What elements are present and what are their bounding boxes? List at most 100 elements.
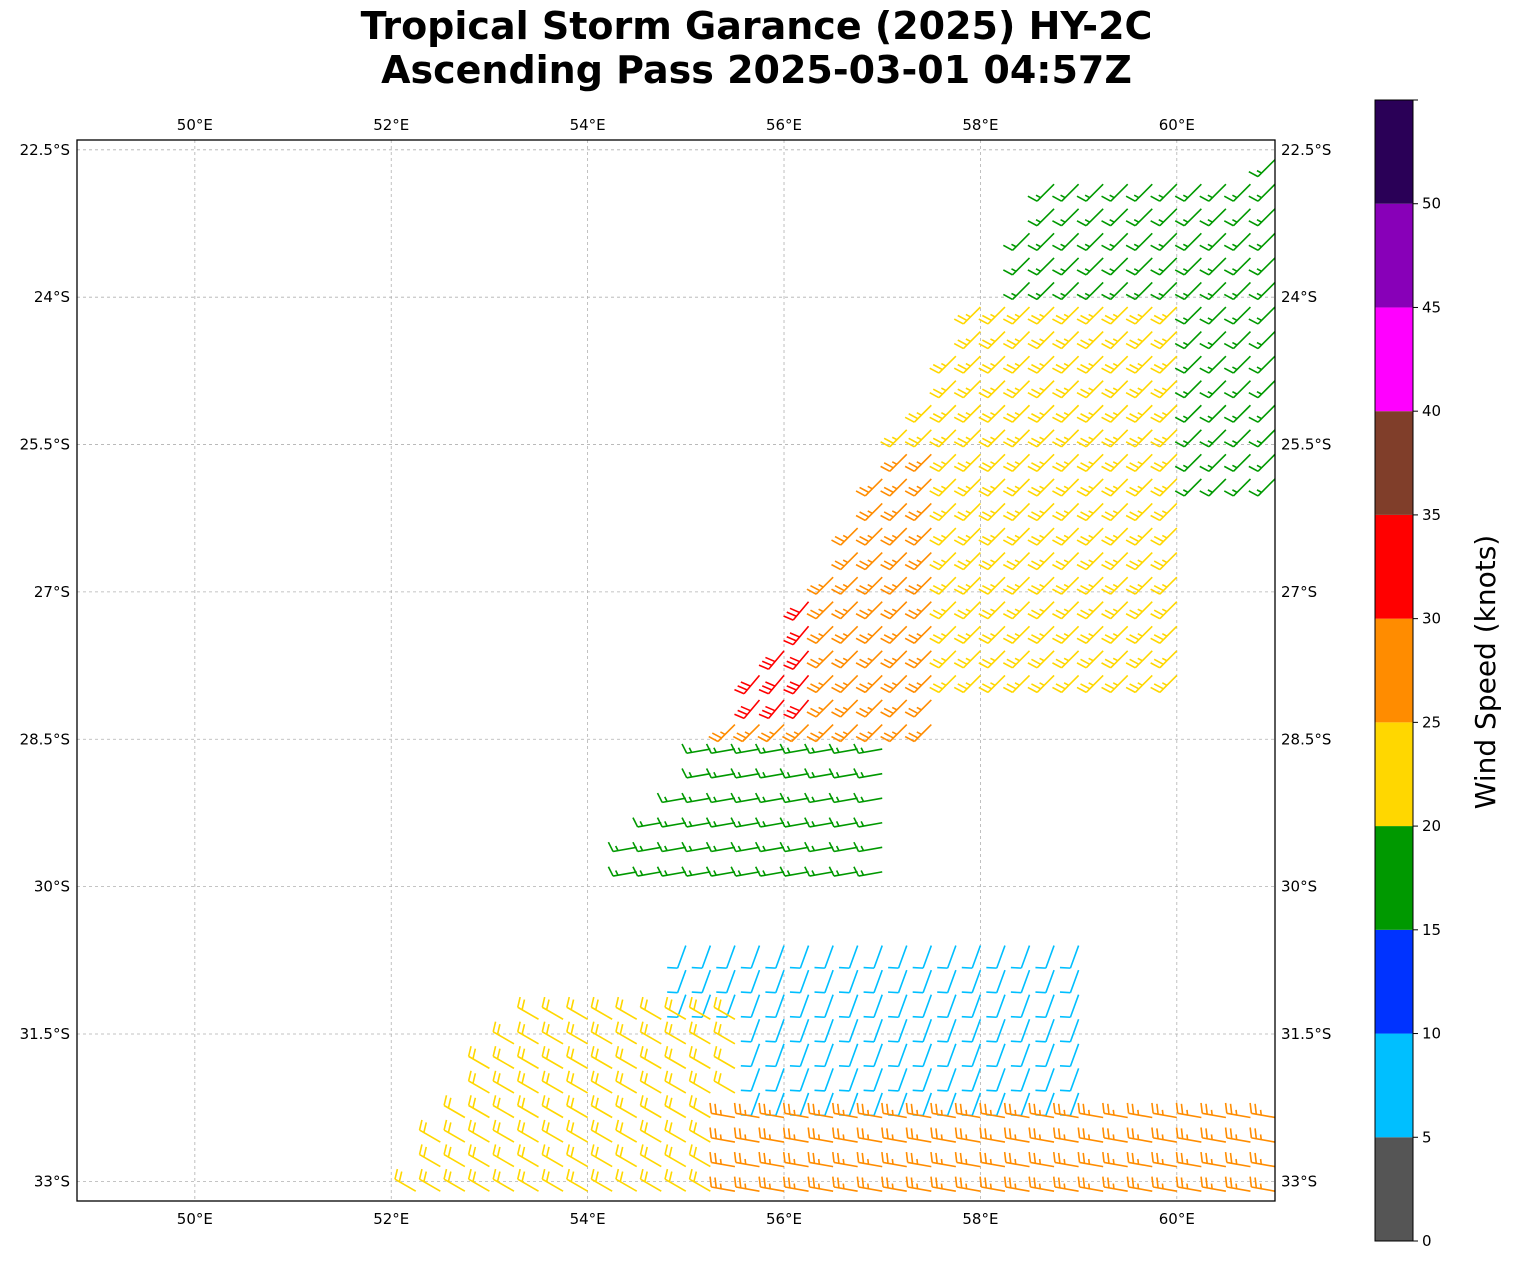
wind-barb (1010, 1018, 1031, 1043)
wind-barb (828, 768, 858, 779)
colorbar-bin (1375, 411, 1413, 515)
wind-barb (953, 625, 981, 644)
colorbar-tick-label: 45 (1422, 298, 1441, 316)
wind-barb (1249, 1127, 1275, 1143)
wind-barb (986, 1068, 1006, 1092)
wind-barb (1150, 306, 1178, 325)
wind-barb (961, 1068, 982, 1092)
wind-barb (912, 945, 933, 969)
wind-barb (806, 576, 834, 595)
wind-barb (566, 1144, 589, 1168)
wind-barb (1248, 331, 1275, 350)
wind-barb (1126, 1127, 1153, 1143)
wind-barb (855, 699, 883, 718)
wind-barb (1150, 208, 1178, 227)
wind-barb (1010, 1043, 1031, 1068)
wind-barb (961, 945, 982, 969)
wind-barb (1101, 208, 1129, 227)
wind-barb (1076, 331, 1104, 350)
wind-barb (758, 1127, 785, 1143)
wind-barb (566, 1119, 589, 1143)
wind-barb (516, 1095, 539, 1119)
wind-barb (1125, 380, 1153, 399)
wind-barb (929, 674, 957, 694)
wind-barb (1076, 502, 1104, 522)
wind-barb (1059, 1018, 1080, 1043)
wind-barb (492, 1119, 515, 1143)
wind-barb (1028, 1127, 1055, 1143)
wind-barb (664, 1168, 687, 1192)
wind-barb (1101, 674, 1129, 694)
wind-barb (740, 945, 761, 969)
lat-tick-label-left: 30°S (34, 878, 70, 896)
wind-barb (881, 1127, 907, 1143)
wind-barb (1076, 355, 1104, 374)
wind-barb (1125, 601, 1153, 620)
wind-barb (855, 576, 883, 595)
wind-barb (831, 723, 859, 743)
wind-barb (1101, 502, 1129, 522)
wind-barb (1101, 552, 1129, 571)
wind-barb (953, 478, 981, 497)
wind-barb (1248, 404, 1275, 423)
wind-barb (904, 404, 932, 423)
wind-barb (443, 1144, 466, 1168)
wind-barb (937, 945, 957, 969)
wind-barb (828, 743, 858, 755)
wind-barb (986, 994, 1006, 1019)
wind-barb (639, 1046, 662, 1070)
wind-barb (754, 792, 785, 804)
wind-barb (856, 1176, 883, 1192)
wind-barb (1125, 404, 1153, 423)
wind-barb (1010, 1092, 1031, 1117)
wind-barb (789, 1068, 810, 1092)
wind-barb (1150, 674, 1178, 694)
wind-barb (516, 1119, 539, 1143)
wind-barb (516, 996, 539, 1020)
wind-barb (954, 1102, 981, 1119)
wind-barb (730, 792, 760, 804)
wind-barb (1052, 478, 1080, 497)
wind-barb (1027, 601, 1055, 620)
wind-barb (807, 1127, 834, 1143)
wind-barb (904, 674, 932, 694)
wind-barb (1052, 1102, 1079, 1119)
wind-barb (664, 1144, 687, 1168)
wind-barb (953, 404, 981, 423)
wind-barb (1076, 208, 1104, 227)
wind-barb (978, 380, 1006, 399)
wind-barb (418, 1144, 441, 1168)
wind-barb (541, 1119, 564, 1143)
wind-barb (828, 792, 858, 804)
wind-barb (804, 792, 834, 804)
wind-barb (888, 1043, 908, 1068)
wind-barb (1002, 650, 1031, 669)
wind-barb (838, 1018, 859, 1043)
wind-barb (905, 1176, 932, 1192)
wind-barb (1027, 552, 1055, 571)
lon-tick-label-top: 54°E (570, 116, 606, 134)
wind-barb (656, 866, 686, 877)
wind-barb (880, 453, 908, 473)
wind-barb (740, 1043, 761, 1068)
wind-barb (1076, 429, 1104, 448)
wind-barb (730, 743, 760, 755)
wind-barb (782, 1127, 809, 1143)
wind-barb (1224, 1127, 1251, 1143)
wind-barb (709, 1102, 736, 1119)
wind-barb (1199, 478, 1227, 497)
wind-barb (1223, 380, 1252, 399)
wind-barb (716, 945, 736, 969)
wind-barb (978, 306, 1006, 325)
wind-barb (639, 1144, 662, 1168)
wind-barb (765, 1068, 785, 1092)
wind-barb (1150, 232, 1178, 252)
wind-barb (1002, 355, 1031, 374)
wind-barb (1150, 331, 1178, 350)
wind-barb (1223, 281, 1252, 301)
colorbar-bin (1375, 1033, 1413, 1138)
wind-barb (937, 1018, 957, 1043)
wind-barb (765, 945, 785, 969)
wind-barb (806, 625, 834, 644)
wind-barb (888, 945, 908, 969)
